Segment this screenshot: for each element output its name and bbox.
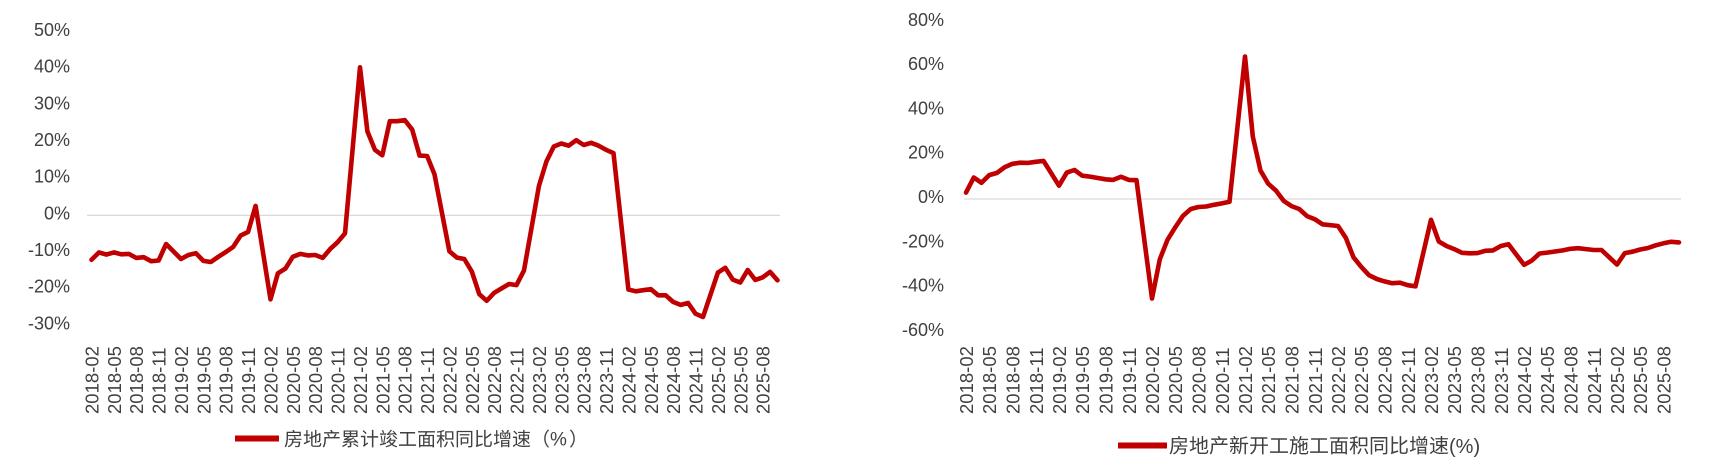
svg-text:2022-05: 2022-05 bbox=[1351, 346, 1372, 414]
svg-text:-60%: -60% bbox=[902, 320, 944, 340]
svg-text:2020-02: 2020-02 bbox=[1142, 346, 1163, 414]
svg-text:2024-02: 2024-02 bbox=[618, 346, 639, 414]
svg-text:2021-08: 2021-08 bbox=[1282, 346, 1303, 414]
svg-text:2018-02: 2018-02 bbox=[82, 346, 103, 414]
svg-text:10%: 10% bbox=[34, 167, 70, 187]
svg-text:2024-11: 2024-11 bbox=[686, 347, 707, 414]
svg-text:2023-02: 2023-02 bbox=[1421, 346, 1442, 414]
svg-text:2025-08: 2025-08 bbox=[753, 346, 774, 414]
svg-text:2024-05: 2024-05 bbox=[641, 346, 662, 414]
svg-text:2018-05: 2018-05 bbox=[104, 346, 125, 414]
svg-text:2019-08: 2019-08 bbox=[1096, 346, 1117, 414]
svg-text:2020-08: 2020-08 bbox=[1189, 346, 1210, 414]
svg-text:2019-11: 2019-11 bbox=[1119, 347, 1140, 414]
svg-text:2022-02: 2022-02 bbox=[1328, 346, 1349, 414]
svg-text:40%: 40% bbox=[34, 57, 70, 77]
svg-text:2018-11: 2018-11 bbox=[1026, 347, 1047, 414]
svg-text:0%: 0% bbox=[918, 187, 944, 207]
svg-text:2023-05: 2023-05 bbox=[1444, 346, 1465, 414]
svg-text:2019-02: 2019-02 bbox=[171, 346, 192, 414]
svg-text:2023-08: 2023-08 bbox=[574, 346, 595, 414]
svg-text:2019-08: 2019-08 bbox=[216, 346, 237, 414]
svg-text:2023-11: 2023-11 bbox=[1491, 347, 1512, 414]
svg-text:2023-05: 2023-05 bbox=[551, 346, 572, 414]
svg-text:2021-11: 2021-11 bbox=[1305, 347, 1326, 414]
svg-text:2018-08: 2018-08 bbox=[1003, 346, 1024, 414]
svg-text:2021-05: 2021-05 bbox=[372, 346, 393, 414]
svg-text:2020-08: 2020-08 bbox=[305, 346, 326, 414]
svg-text:2020-11: 2020-11 bbox=[1212, 347, 1233, 414]
svg-text:2022-08: 2022-08 bbox=[484, 346, 505, 414]
svg-text:2020-02: 2020-02 bbox=[261, 346, 282, 414]
svg-text:2019-02: 2019-02 bbox=[1049, 346, 1070, 414]
svg-text:2025-05: 2025-05 bbox=[730, 346, 751, 414]
svg-text:40%: 40% bbox=[908, 98, 944, 118]
svg-text:0%: 0% bbox=[44, 203, 70, 223]
svg-text:2022-11: 2022-11 bbox=[1398, 347, 1419, 414]
svg-text:2025-02: 2025-02 bbox=[708, 346, 729, 414]
svg-text:20%: 20% bbox=[908, 143, 944, 163]
svg-text:2019-11: 2019-11 bbox=[238, 347, 259, 414]
svg-text:2025-08: 2025-08 bbox=[1654, 346, 1675, 414]
svg-text:2024-02: 2024-02 bbox=[1514, 346, 1535, 414]
svg-text:2020-05: 2020-05 bbox=[283, 346, 304, 414]
svg-text:80%: 80% bbox=[908, 10, 944, 30]
svg-text:2023-02: 2023-02 bbox=[529, 346, 550, 414]
svg-text:2024-05: 2024-05 bbox=[1537, 346, 1558, 414]
svg-text:2021-02: 2021-02 bbox=[350, 346, 371, 414]
svg-text:2021-05: 2021-05 bbox=[1258, 346, 1279, 414]
svg-text:-30%: -30% bbox=[28, 313, 70, 333]
svg-text:2022-08: 2022-08 bbox=[1375, 346, 1396, 414]
svg-text:(%): (%) bbox=[1449, 436, 1480, 458]
svg-text:2020-05: 2020-05 bbox=[1165, 346, 1186, 414]
svg-text:2022-02: 2022-02 bbox=[439, 346, 460, 414]
svg-text:2022-05: 2022-05 bbox=[462, 346, 483, 414]
svg-text:20%: 20% bbox=[34, 130, 70, 150]
svg-text:2019-05: 2019-05 bbox=[1072, 346, 1093, 414]
svg-text:2019-05: 2019-05 bbox=[193, 346, 214, 414]
svg-text:2023-08: 2023-08 bbox=[1468, 346, 1489, 414]
svg-text:2023-11: 2023-11 bbox=[596, 347, 617, 414]
svg-text:-20%: -20% bbox=[902, 231, 944, 251]
svg-text:30%: 30% bbox=[34, 93, 70, 113]
svg-text:2018-11: 2018-11 bbox=[149, 347, 170, 414]
svg-text:2018-08: 2018-08 bbox=[126, 346, 147, 414]
svg-text:2025-02: 2025-02 bbox=[1607, 346, 1628, 414]
svg-text:-10%: -10% bbox=[28, 240, 70, 260]
svg-text:2021-02: 2021-02 bbox=[1235, 346, 1256, 414]
svg-text:60%: 60% bbox=[908, 54, 944, 74]
svg-text:-20%: -20% bbox=[28, 277, 70, 297]
svg-text:2025-05: 2025-05 bbox=[1630, 346, 1651, 414]
svg-text:2018-05: 2018-05 bbox=[979, 346, 1000, 414]
svg-text:2024-11: 2024-11 bbox=[1584, 347, 1605, 414]
svg-text:2021-11: 2021-11 bbox=[417, 347, 438, 414]
svg-text:2020-11: 2020-11 bbox=[328, 347, 349, 414]
svg-text:2022-11: 2022-11 bbox=[507, 347, 528, 414]
svg-text:2021-08: 2021-08 bbox=[395, 346, 416, 414]
svg-text:50%: 50% bbox=[34, 20, 70, 40]
svg-text:-40%: -40% bbox=[902, 276, 944, 296]
svg-text:2024-08: 2024-08 bbox=[1561, 346, 1582, 414]
svg-text:2024-08: 2024-08 bbox=[663, 346, 684, 414]
svg-text:2018-02: 2018-02 bbox=[956, 346, 977, 414]
svg-text:%: % bbox=[550, 429, 567, 450]
